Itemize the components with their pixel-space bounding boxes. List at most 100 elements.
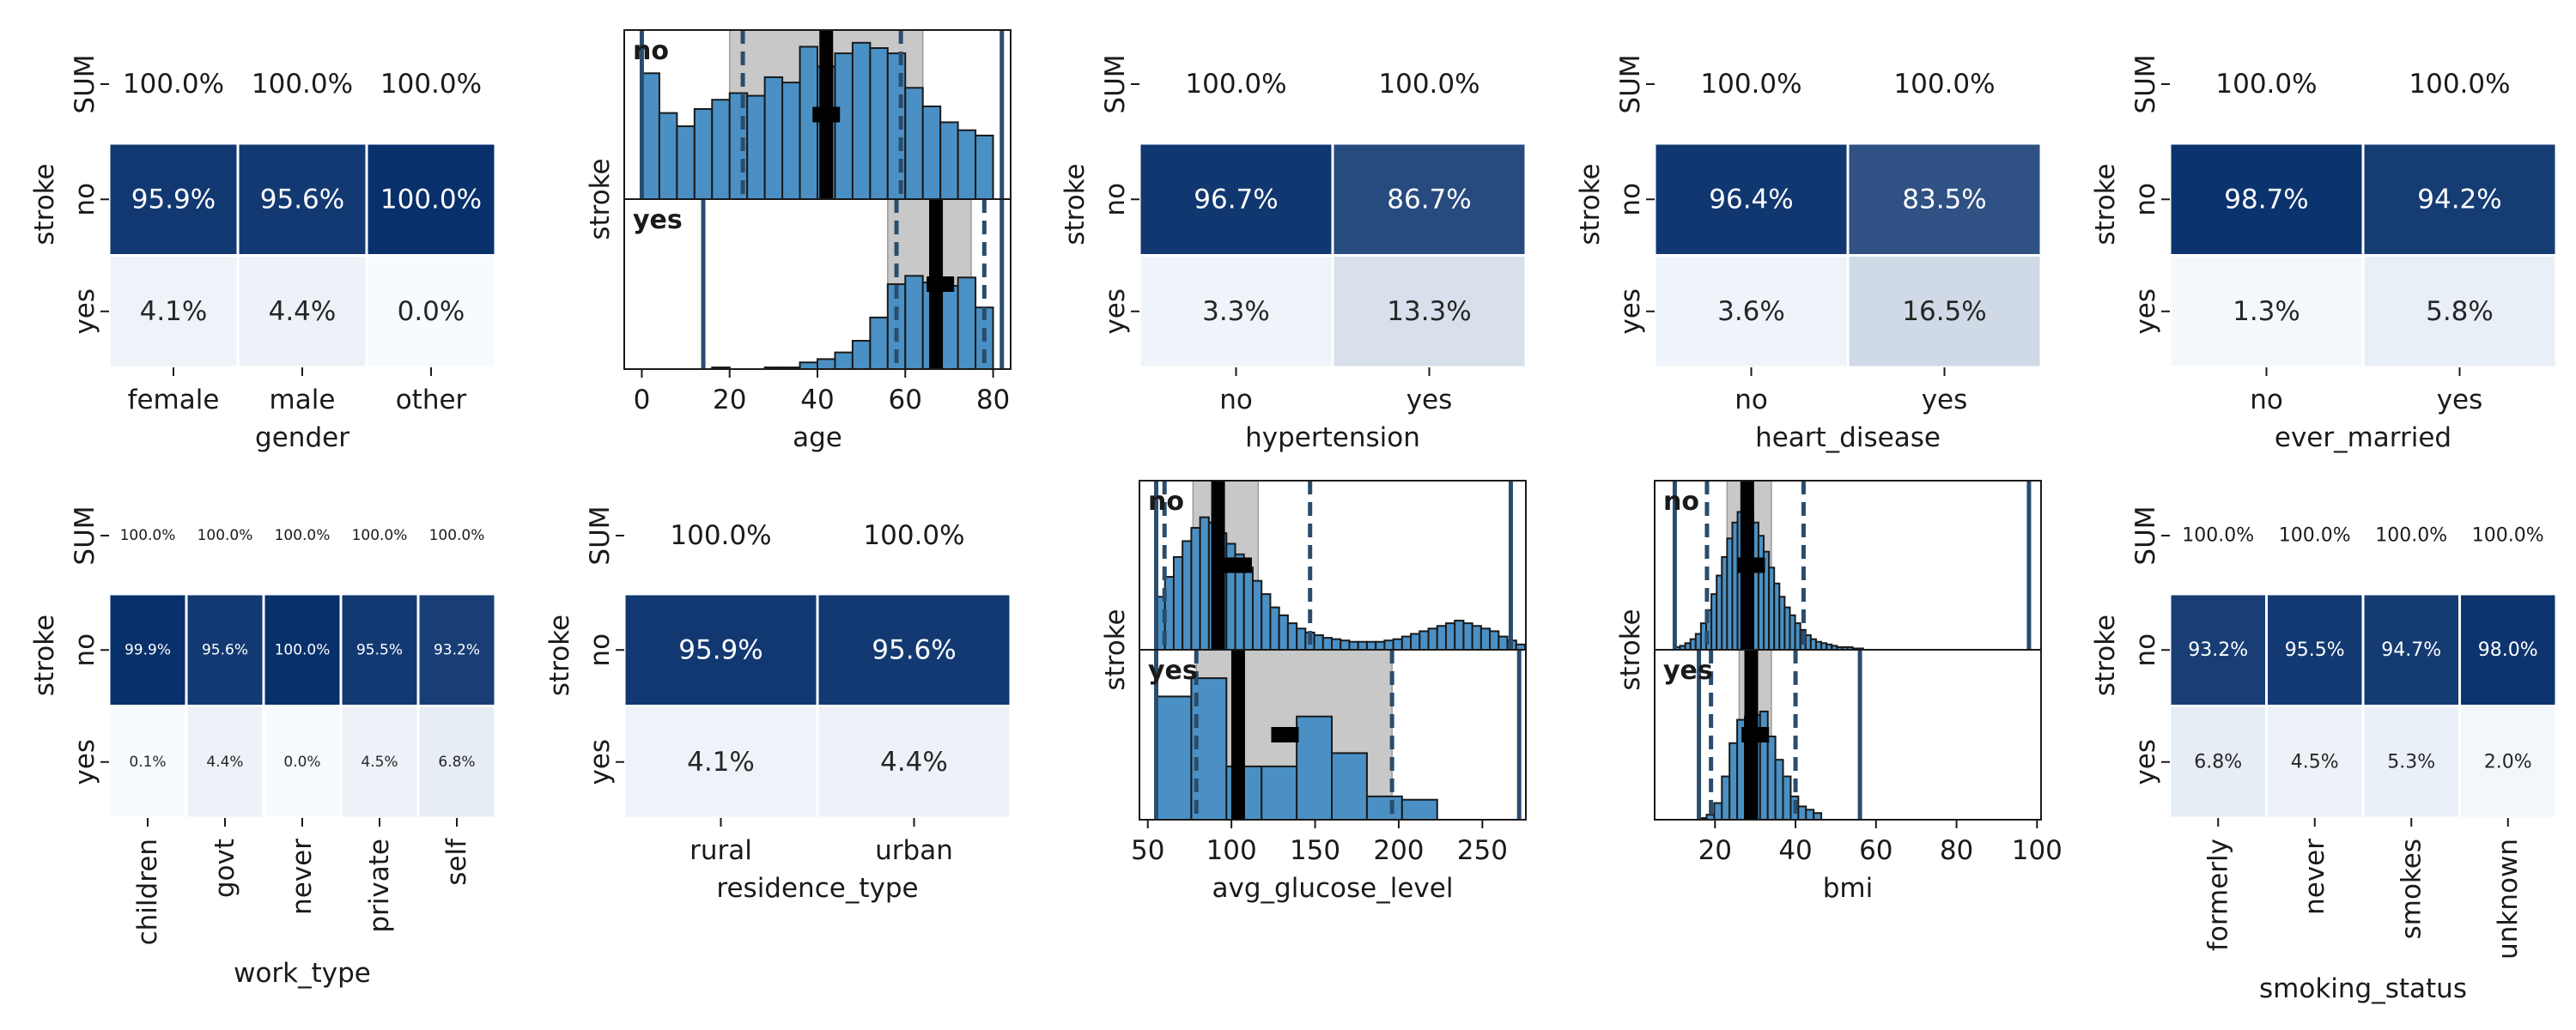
y-axis-label: stroke	[1100, 609, 1131, 690]
y-axis-label: stroke	[1575, 163, 1606, 245]
hist-bar	[1498, 635, 1509, 651]
x-tick-label: other	[396, 385, 467, 415]
hist-bar	[817, 358, 836, 370]
hist-bar	[1365, 640, 1377, 651]
heat-cell	[2361, 254, 2558, 369]
x-axis-label: gender	[255, 422, 349, 453]
sum-value: 100.0%	[252, 69, 353, 100]
heat-cell	[1331, 142, 1528, 257]
cell-value: 94.2%	[2417, 184, 2501, 215]
hist-bar	[1713, 802, 1723, 821]
y-tick-label: SUM	[2130, 54, 2161, 113]
subplot-bmi: no yes stroke 20 40 60 80 100 bmi	[1615, 480, 2063, 904]
cell-value: 4.1%	[140, 296, 208, 327]
heat-cell	[1138, 142, 1334, 257]
x-tick-label: 20	[1698, 835, 1732, 866]
y-tick-label: SUM	[1100, 54, 1131, 113]
sum-value: 100.0%	[123, 69, 224, 100]
hist-bar	[1462, 622, 1473, 651]
heat-cell	[1846, 142, 2043, 257]
subplot-age: no yes stroke 0 20 40 60 80 age	[585, 29, 1012, 453]
hist-bar	[781, 82, 801, 200]
y-tick-label: no	[1615, 183, 1646, 216]
hist-bar	[1427, 627, 1438, 651]
x-axis-label: bmi	[1823, 873, 1874, 904]
hist-bar	[799, 45, 819, 200]
hist-bar	[1242, 566, 1254, 651]
hist-bar	[1454, 620, 1465, 651]
hist-bar	[1357, 640, 1368, 651]
hist-bar	[1471, 625, 1482, 651]
x-tick-label: 100	[1206, 835, 1257, 866]
hist-bar	[1728, 742, 1739, 821]
cell-value: 0.0%	[398, 296, 465, 327]
y-tick-label: yes	[1615, 288, 1646, 335]
cell-value: 86.7%	[1387, 184, 1471, 215]
y-tick-label: yes	[585, 739, 616, 785]
y-tick-label: yes	[2130, 739, 2161, 785]
sum-value: 100.0%	[1378, 69, 1479, 100]
cell-value: 99.9%	[125, 641, 171, 658]
heat-cell	[365, 254, 497, 369]
hist-bar	[1340, 639, 1351, 651]
cell-value: 93.2%	[2188, 639, 2248, 661]
hist-bar	[658, 112, 678, 200]
y-axis-label: stroke	[544, 615, 575, 696]
hist-bar	[641, 72, 660, 200]
cell-value: 3.6%	[1717, 296, 1785, 327]
group-label: no	[1148, 487, 1184, 517]
x-tick-label: self	[441, 838, 472, 886]
x-tick-label: smokes	[2396, 839, 2427, 939]
sum-value: 100.0%	[120, 527, 176, 544]
hist-bar	[1331, 638, 1342, 651]
group-yes: yes	[633, 198, 1005, 371]
group-label: yes	[1148, 656, 1198, 686]
cell-value: 3.3%	[1202, 296, 1270, 327]
hist-bar	[904, 87, 924, 200]
cell-value: 100.0%	[380, 184, 482, 215]
heat-cell	[1331, 254, 1528, 369]
hist-bar	[1375, 640, 1386, 651]
x-axis-label: heart_disease	[1755, 422, 1941, 453]
heat-cell	[816, 592, 1012, 707]
hist-bar	[939, 121, 959, 200]
x-tick-label: 40	[1778, 835, 1812, 866]
sum-value: 100.0%	[2375, 525, 2447, 547]
heat-cell	[623, 592, 819, 707]
hist-bar	[1365, 795, 1403, 821]
x-tick-label: 200	[1373, 835, 1424, 866]
hist-bar	[1321, 637, 1334, 651]
hist-bar	[711, 99, 731, 200]
subplot-residence-type: 95.9% 95.6% no 4.1% 4.4% yes SUM 100.0% 100.0% st…	[544, 506, 1012, 904]
cell-value: 0.0%	[283, 754, 320, 771]
x-tick-label: children	[132, 839, 163, 945]
cell-value: 95.9%	[131, 184, 216, 215]
sum-value: 100.0%	[1700, 69, 1801, 100]
heat-cell	[2361, 705, 2461, 820]
hist-bar	[834, 52, 854, 200]
subplot-avg-glucose-level: no yes stroke 50 100 150 200 250avg_glucose_lev…	[1100, 480, 1527, 904]
hist-bar	[1813, 812, 1823, 821]
y-tick-label: no	[585, 633, 616, 667]
x-tick-label: 20	[713, 385, 746, 415]
group-no: no	[1148, 480, 1527, 651]
y-axis-label: stroke	[585, 158, 616, 239]
hist-bar	[1489, 630, 1500, 651]
x-tick-label: never	[287, 839, 318, 915]
x-axis-label: residence_type	[716, 873, 918, 904]
hist-bar	[957, 276, 977, 370]
sum-value: 100.0%	[863, 520, 964, 551]
sum-value: 100.0%	[2279, 525, 2351, 547]
x-tick-label: no	[1735, 385, 1768, 415]
hist-bar	[1766, 736, 1777, 821]
hist-bar	[957, 129, 977, 201]
x-tick-label: 80	[976, 385, 1010, 415]
sum-value: 100.0%	[380, 69, 482, 100]
hist-bar	[1436, 625, 1447, 651]
cell-value: 83.5%	[1902, 184, 1986, 215]
x-tick-label: yes	[1406, 385, 1453, 415]
cell-value: 4.4%	[880, 747, 948, 778]
subplot-hypertension: 96.7% 86.7% no 3.3% 13.3% yes SUM 100.0% 100.0% s…	[1060, 54, 1528, 453]
x-tick-label: male	[270, 385, 336, 415]
